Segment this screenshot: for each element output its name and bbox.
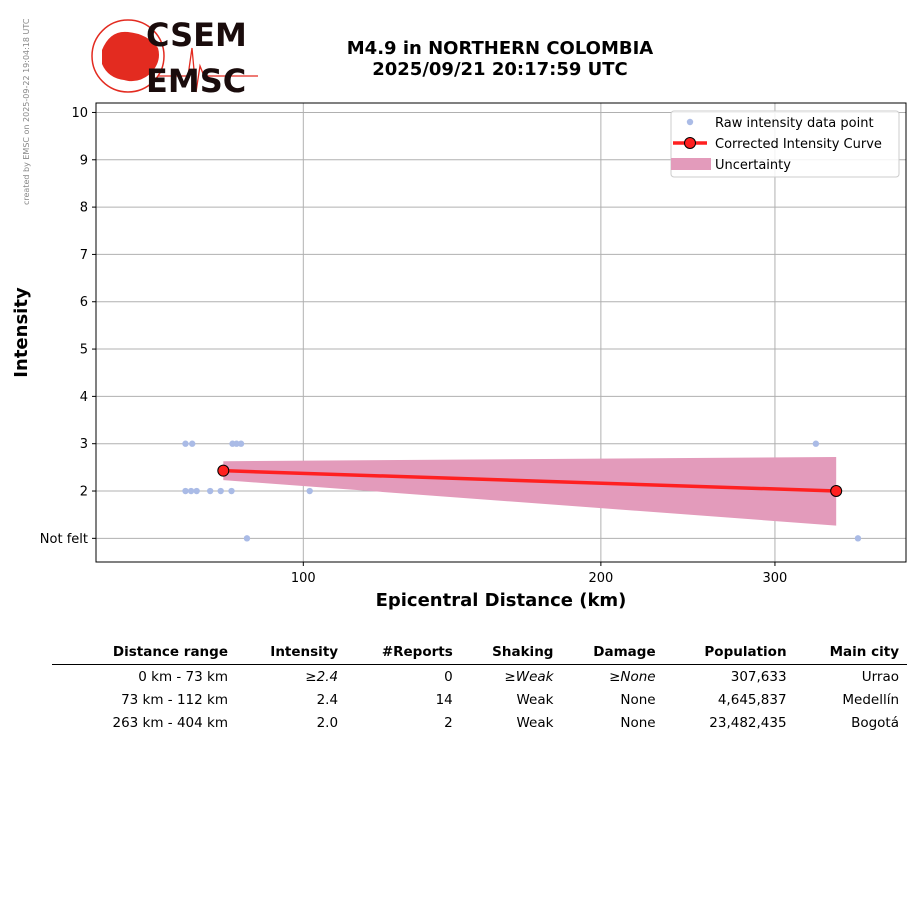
table-header: Population xyxy=(663,642,795,665)
table-cell: Urrao xyxy=(861,669,899,685)
raw-data-point xyxy=(228,487,235,495)
table-row: 0 km - 73 km ≥2.4 0 ≥Weak ≥None 307,633 … xyxy=(52,665,907,689)
legend-label: Raw intensity data point xyxy=(715,116,874,131)
legend-label: Uncertainty xyxy=(715,158,791,173)
x-tick-label: 300 xyxy=(763,571,788,586)
raw-data-point xyxy=(189,440,196,447)
intensity-table: Distance range Intensity #Reports Shakin… xyxy=(52,642,907,734)
raw-data-point xyxy=(206,487,214,495)
table-cell: None xyxy=(620,692,656,708)
y-tick-label: 6 xyxy=(80,295,88,310)
table-header: #Reports xyxy=(346,642,461,665)
raw-data-point xyxy=(812,440,820,447)
table-cell: 23,482,435 xyxy=(709,715,787,731)
y-axis-label: Intensity xyxy=(11,287,32,378)
table-cell: ≥2.4 xyxy=(305,669,339,685)
table-header-row: Distance range Intensity #Reports Shakin… xyxy=(52,642,907,665)
raw-data-point xyxy=(237,440,245,447)
y-tick-label: 4 xyxy=(80,390,88,405)
table-cell: ≥None xyxy=(609,669,656,685)
plot-frame xyxy=(95,102,907,563)
corrected-curve-marker xyxy=(830,485,843,498)
chart-title: M4.9 in NORTHERN COLOMBIA 2025/09/21 20:… xyxy=(300,38,700,80)
table-cell: Weak xyxy=(516,692,554,708)
table-cell: None xyxy=(620,715,656,731)
table-cell: 263 km - 404 km xyxy=(112,715,228,731)
y-tick-label: 3 xyxy=(80,437,88,452)
raw-data-point xyxy=(182,440,189,447)
y-tick-label: 10 xyxy=(71,106,88,121)
table-row: 73 km - 112 km 2.4 14 Weak None 4,645,83… xyxy=(52,688,907,711)
table-cell: Medellín xyxy=(842,692,899,708)
table-header: Main city xyxy=(794,642,907,665)
table-cell: 73 km - 112 km xyxy=(121,692,228,708)
legend-curve-marker xyxy=(684,137,696,149)
table-cell: ≥Weak xyxy=(504,669,554,685)
legend-uncertainty-swatch xyxy=(671,158,711,170)
legend-box xyxy=(670,110,900,178)
y-tick-label: 7 xyxy=(80,248,88,263)
y-tick-label: 5 xyxy=(80,343,88,358)
legend-raw-swatch xyxy=(686,118,694,126)
legend-label: Corrected Intensity Curve xyxy=(715,137,882,152)
table-cell: Weak xyxy=(516,715,554,731)
table-row: 263 km - 404 km 2.0 2 Weak None 23,482,4… xyxy=(52,711,907,734)
title-line-event: M4.9 in NORTHERN COLOMBIA xyxy=(346,38,654,59)
y-tick-label: Not felt xyxy=(40,532,88,547)
x-axis-label: Epicentral Distance (km) xyxy=(376,590,627,611)
raw-data-point xyxy=(243,535,251,542)
raw-data-point xyxy=(233,440,240,447)
table-cell: 0 xyxy=(444,669,453,685)
raw-data-point xyxy=(217,487,224,495)
logo-text-csem: CSEM xyxy=(146,18,247,54)
table-cell: 4,645,837 xyxy=(717,692,787,708)
corrected-curve-line xyxy=(223,468,837,493)
emsc-logo: CSEM EMSC xyxy=(88,16,258,100)
table-header: Shaking xyxy=(460,642,562,665)
table-cell: 14 xyxy=(435,692,453,708)
table-header: Damage xyxy=(561,642,664,665)
table-cell: 2 xyxy=(444,715,453,731)
table-header: Intensity xyxy=(236,642,347,665)
intensity-chart: Not felt 2 3 4 5 6 7 8 9 10 100 200 300 Epicentral Di… xyxy=(11,102,907,611)
table-cell: 2.0 xyxy=(316,715,339,731)
raw-data-point xyxy=(193,487,200,495)
logo-text-emsc: EMSC xyxy=(146,62,246,98)
raw-data-point xyxy=(182,487,189,495)
raw-data-point xyxy=(306,487,313,495)
table-cell: Bogotá xyxy=(851,715,899,731)
raw-data-point xyxy=(187,487,195,495)
table-cell: 2.4 xyxy=(316,692,339,708)
y-tick-label: 8 xyxy=(80,201,88,216)
table-cell: 0 km - 73 km xyxy=(138,669,228,685)
y-tick-label: 9 xyxy=(80,153,88,168)
y-tick-label: 2 xyxy=(80,485,88,500)
table-cell: 307,633 xyxy=(730,669,787,685)
x-tick-label: 100 xyxy=(291,571,316,586)
raw-data-point xyxy=(854,535,862,542)
title-line-time: 2025/09/21 20:17:59 UTC xyxy=(372,59,628,80)
table-header: Distance range xyxy=(52,642,236,665)
x-tick-label: 200 xyxy=(588,571,613,586)
corrected-curve-marker xyxy=(217,464,230,477)
